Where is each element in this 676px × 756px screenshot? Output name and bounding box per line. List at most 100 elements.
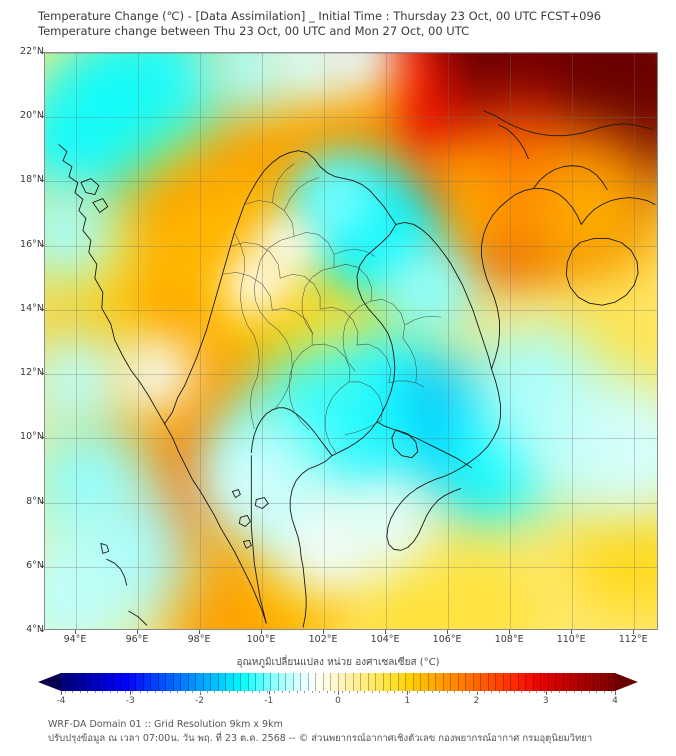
colorbar-minor-tick bbox=[371, 691, 373, 693]
colorbar-minor-tick bbox=[221, 691, 223, 693]
colorbar-tick-mark bbox=[130, 691, 132, 695]
colorbar-tick-label: -4 bbox=[56, 696, 66, 706]
x-axis-tick-label: 106°E bbox=[432, 634, 462, 645]
x-axis-tick-mark bbox=[447, 630, 449, 634]
colorbar-segment bbox=[293, 673, 301, 691]
y-axis-tick-mark bbox=[40, 501, 44, 503]
colorbar-segment bbox=[376, 673, 384, 691]
colorbar-segment bbox=[226, 673, 234, 691]
colorbar-minor-tick bbox=[439, 691, 441, 693]
colorbar-segment bbox=[61, 673, 69, 691]
colorbar-segment bbox=[151, 673, 159, 691]
colorbar-minor-tick bbox=[236, 691, 238, 693]
colorbar-segment bbox=[271, 673, 279, 691]
x-axis-tick-label: 102°E bbox=[308, 634, 338, 645]
colorbar-segment bbox=[398, 673, 406, 691]
colorbar-minor-tick bbox=[139, 691, 141, 693]
colorbar-segment bbox=[83, 673, 91, 691]
colorbar-minor-tick bbox=[326, 691, 328, 693]
x-axis-tick-mark bbox=[137, 630, 139, 634]
colorbar-minor-tick bbox=[169, 691, 171, 693]
colorbar-minor-tick bbox=[551, 691, 553, 693]
y-axis-tick-mark bbox=[40, 437, 44, 439]
colorbar-tick-label: -3 bbox=[125, 696, 135, 706]
colorbar-minor-tick bbox=[117, 691, 119, 693]
y-axis-tick-mark bbox=[40, 52, 44, 53]
x-axis-tick-label: 110°E bbox=[556, 634, 586, 645]
colorbar-minor-tick bbox=[79, 691, 81, 693]
colorbar-segment bbox=[121, 673, 129, 691]
colorbar-minor-tick bbox=[454, 691, 456, 693]
y-axis-tick-mark bbox=[40, 373, 44, 375]
colorbar-minor-tick bbox=[244, 691, 246, 693]
colorbar-minor-tick bbox=[72, 691, 74, 693]
y-axis-tick-label: 6°N bbox=[26, 559, 44, 571]
colorbar-segment bbox=[473, 673, 481, 691]
colorbar-segment bbox=[323, 673, 331, 691]
colorbar-segment bbox=[518, 673, 526, 691]
colorbar-segment bbox=[533, 673, 541, 691]
x-axis-tick-label: 104°E bbox=[370, 634, 400, 645]
temperature-change-field bbox=[45, 53, 657, 629]
colorbar-segment bbox=[68, 673, 76, 691]
colorbar-minor-tick bbox=[476, 691, 478, 693]
colorbar-segment bbox=[361, 673, 369, 691]
y-axis-tick-label: 10°N bbox=[20, 431, 44, 443]
colorbar-segment bbox=[601, 673, 609, 691]
colorbar-segment bbox=[556, 673, 564, 691]
colorbar-tick-mark bbox=[407, 691, 409, 695]
colorbar-segment bbox=[128, 673, 136, 691]
colorbar-tick-label: -1 bbox=[264, 696, 274, 706]
colorbar-minor-tick bbox=[87, 691, 89, 693]
colorbar-minor-tick bbox=[266, 691, 268, 693]
x-axis-tick-label: 112°E bbox=[618, 634, 648, 645]
y-axis-tick-label: 4°N bbox=[26, 624, 44, 635]
colorbar-minor-tick bbox=[521, 691, 523, 693]
footer-block: WRF-DA Domain 01 :: Grid Resolution 9km … bbox=[48, 718, 668, 745]
colorbar-segment bbox=[346, 673, 354, 691]
temperature-anomaly-blob bbox=[324, 457, 449, 587]
title-line-1: Temperature Change (℃) - [Data Assimilat… bbox=[38, 9, 602, 23]
y-axis-tick-mark bbox=[40, 630, 44, 631]
colorbar-segment bbox=[593, 673, 601, 691]
colorbar-segment bbox=[181, 673, 189, 691]
colorbar-minor-tick bbox=[289, 691, 291, 693]
y-axis-tick-mark bbox=[40, 180, 44, 182]
map-plot-area[interactable] bbox=[44, 52, 658, 630]
colorbar-segment bbox=[278, 673, 286, 691]
colorbar-minor-tick bbox=[513, 691, 515, 693]
colorbar-tick-label: -2 bbox=[195, 696, 204, 706]
colorbar-segment bbox=[241, 673, 249, 691]
colorbar-segment bbox=[211, 673, 219, 691]
colorbar-minor-tick bbox=[154, 691, 156, 693]
colorbar-segment bbox=[586, 673, 594, 691]
colorbar-minor-tick bbox=[536, 691, 538, 693]
colorbar-minor-tick bbox=[409, 691, 411, 693]
colorbar-minor-tick bbox=[341, 691, 343, 693]
colorbar-minor-tick bbox=[184, 691, 186, 693]
y-axis-tick-label: 18°N bbox=[20, 174, 44, 186]
colorbar-segment bbox=[301, 673, 309, 691]
colorbar-minor-tick bbox=[229, 691, 231, 693]
colorbar-segment bbox=[158, 673, 166, 691]
colorbar-minor-tick bbox=[102, 691, 104, 693]
x-axis-tick-label: 108°E bbox=[494, 634, 524, 645]
colorbar-minor-tick bbox=[401, 691, 403, 693]
colorbar-minor-tick bbox=[64, 691, 66, 693]
colorbar-minor-tick bbox=[319, 691, 321, 693]
colorbar-segment bbox=[608, 673, 615, 691]
colorbar-title: อุณหภูมิเปลี่ยนแปลง หน่วย องศาเซลเซียส (… bbox=[236, 657, 440, 668]
colorbar-minor-tick bbox=[147, 691, 149, 693]
colorbar-minor-tick bbox=[596, 691, 598, 693]
x-axis-tick-mark bbox=[509, 630, 511, 634]
colorbar-minor-tick bbox=[274, 691, 276, 693]
colorbar-segment bbox=[308, 673, 316, 691]
colorbar-ticks: -4 -3 -2 -1 0 1 2 3 4 bbox=[38, 691, 638, 711]
colorbar-tick-mark bbox=[199, 691, 201, 695]
colorbar-minor-tick bbox=[461, 691, 463, 693]
colorbar-tick-mark bbox=[615, 691, 616, 695]
x-axis-tick-label: 98°E bbox=[187, 634, 211, 645]
colorbar-segment bbox=[413, 673, 421, 691]
colorbar-minor-tick bbox=[424, 691, 426, 693]
colorbar-minor-tick bbox=[573, 691, 575, 693]
